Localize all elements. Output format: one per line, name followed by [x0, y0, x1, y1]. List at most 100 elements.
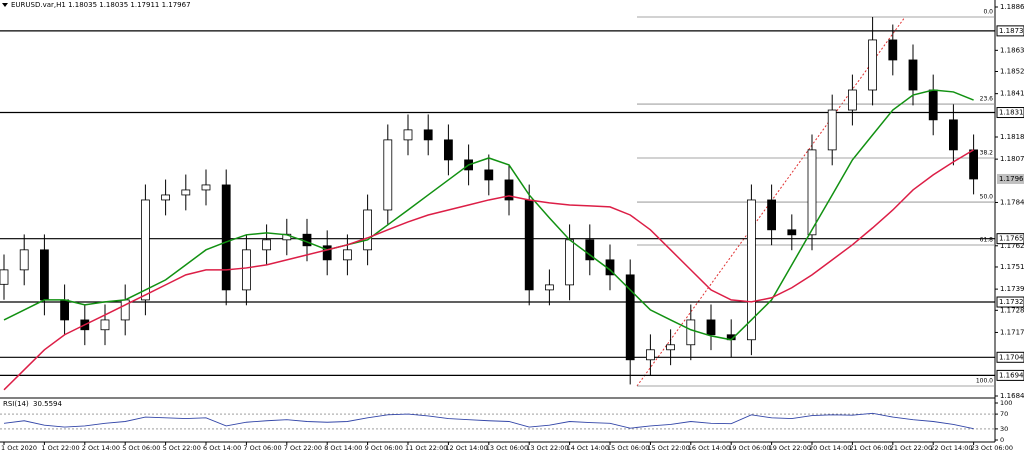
candle-body	[484, 169, 494, 181]
candle-body	[545, 284, 554, 291]
x-tick-label: 9 Oct 06:00	[365, 444, 403, 452]
candle-body	[787, 229, 797, 236]
current-price-box	[997, 173, 1024, 184]
x-tick-label: 19 Oct 22:00	[769, 444, 811, 452]
candle-body	[524, 199, 534, 291]
x-tick-label: 7 Oct 06:00	[243, 444, 281, 452]
y-tick-label: 1.18525	[1000, 68, 1024, 76]
y-tick-label: 1.17170	[1000, 328, 1024, 336]
candle-body	[888, 39, 898, 61]
x-tick-label: 2 Oct 14:00	[82, 444, 120, 452]
level-label: 1.16947	[999, 371, 1024, 379]
candle-body	[443, 139, 453, 161]
x-tick-label: 12 Oct 14:00	[445, 444, 487, 452]
x-tick-label: 16 Oct 14:00	[688, 444, 730, 452]
y-tick-label: 1.17620	[1000, 242, 1024, 250]
x-tick-label: 6 Oct 14:00	[203, 444, 241, 452]
candle-body	[928, 89, 938, 121]
rsi-line	[3, 412, 974, 430]
y-tick-label: 1.18185	[1000, 133, 1024, 141]
fib-label: 0.0	[983, 9, 993, 16]
x-tick-label: 13 Oct 22:00	[526, 444, 568, 452]
y-tick-label: 1.17510	[1000, 263, 1024, 271]
candle-body	[100, 319, 110, 331]
candle-body	[625, 274, 635, 361]
x-tick-label: 20 Oct 14:00	[809, 444, 851, 452]
candle-body	[706, 319, 716, 336]
x-tick-label: 15 Oct 22:00	[647, 444, 689, 452]
level-box	[996, 25, 1024, 37]
level-box	[996, 351, 1024, 363]
y-tick-label: 100	[1000, 399, 1012, 407]
level-label: 1.17328	[999, 298, 1024, 306]
x-tick-label: 1 Oct 22:00	[41, 444, 79, 452]
fib-label: 61.8	[980, 237, 994, 244]
level-label: 1.17657	[999, 235, 1024, 243]
x-tick-label: 11 Oct 22:00	[405, 444, 447, 452]
candle-body	[140, 199, 150, 301]
x-tick-label: 8 Oct 14:00	[324, 444, 362, 452]
x-tick-label: 23 Oct 06:00	[971, 444, 1013, 452]
candle-body	[807, 149, 817, 236]
y-tick-label: 70	[1000, 410, 1008, 418]
current-price-label: 1.17967	[999, 175, 1024, 183]
level-box	[996, 369, 1024, 381]
y-tick-label: 1.18635	[1000, 46, 1024, 54]
candle-body	[403, 129, 413, 141]
candle-body	[383, 139, 393, 211]
x-tick-label: 1 Oct 2020	[1, 444, 37, 452]
candle-body	[686, 319, 696, 346]
candle-body	[40, 249, 49, 301]
rsi-title: RSI(14)	[3, 400, 29, 408]
x-tick-label: 13 Oct 06:00	[486, 444, 528, 452]
x-tick-label: 5 Oct 22:00	[163, 444, 201, 452]
candle-body	[666, 344, 675, 351]
candle-body	[767, 199, 776, 231]
candle-body	[585, 239, 595, 261]
candle-body	[747, 199, 756, 341]
level-label: 1.18312	[999, 109, 1024, 117]
x-tick-label: 7 Oct 22:00	[284, 444, 322, 452]
candle-body	[969, 149, 978, 180]
fib-label: 100.0	[976, 377, 993, 384]
candle-body	[161, 194, 171, 201]
y-tick-label: 1.18860	[1000, 3, 1024, 11]
candle-body	[322, 245, 332, 261]
x-tick-label: 21 Oct 06:00	[849, 444, 891, 452]
x-tick-label: 14 Oct 14:00	[567, 444, 609, 452]
level-box	[996, 107, 1024, 119]
y-tick-label: 1.18070	[1000, 155, 1024, 163]
y-tick-label: 1.17845	[1000, 198, 1024, 206]
candle-body	[363, 209, 373, 251]
level-label: 1.18736	[999, 27, 1024, 35]
fib-label: 23.6	[980, 96, 994, 103]
candle-body	[0, 269, 9, 285]
x-tick-label: 19 Oct 06:00	[728, 444, 770, 452]
x-tick-label: 22 Oct 14:00	[930, 444, 972, 452]
candle-body	[848, 89, 857, 111]
menu-triangle	[2, 3, 8, 7]
y-tick-label: 1.17285	[1000, 306, 1024, 314]
candle-body	[60, 299, 69, 321]
fib-label: 38.2	[980, 149, 994, 156]
candle-body	[504, 179, 514, 201]
candle-body	[262, 239, 272, 251]
x-tick-label: 5 Oct 06:00	[122, 444, 160, 452]
candle-body	[565, 239, 574, 286]
candle-body	[221, 184, 231, 291]
candle-body	[302, 233, 312, 247]
chart-title: EURUSD.var,H1 1.18035 1.18035 1.17911 1.…	[11, 1, 191, 9]
candle-body	[646, 349, 655, 361]
x-tick-label: 15 Oct 06:00	[607, 444, 649, 452]
candle-body	[827, 109, 837, 151]
candle-body	[181, 189, 191, 196]
candle-body	[949, 119, 958, 151]
level-box	[996, 233, 1024, 245]
y-tick-label: 30	[1000, 425, 1008, 433]
moving-average	[3, 149, 974, 391]
rsi-value: 30.5594	[33, 400, 62, 408]
moving-average	[3, 89, 974, 341]
